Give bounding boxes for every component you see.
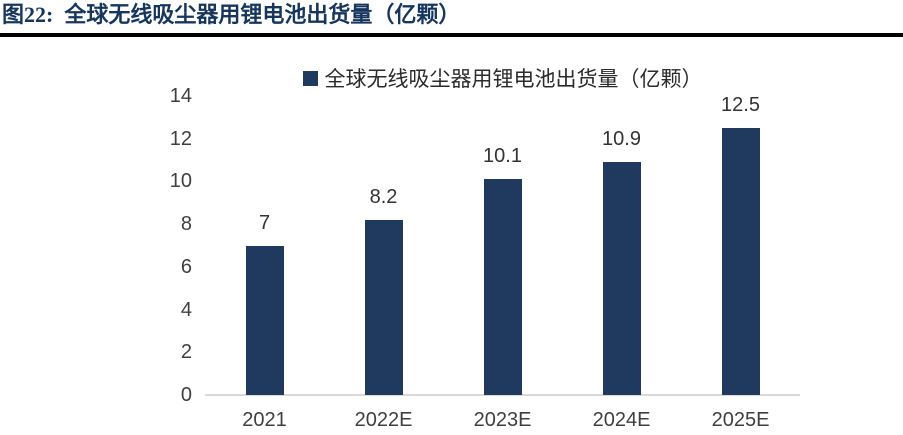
x-axis-line bbox=[205, 394, 800, 396]
chart-legend: 全球无线吸尘器用锂电池出货量（亿颗） bbox=[205, 63, 800, 93]
bar-value-label: 10.9 bbox=[602, 128, 641, 151]
y-axis-tick-label: 12 bbox=[169, 127, 192, 150]
bar-2024E bbox=[602, 162, 641, 395]
y-axis-tick-label: 6 bbox=[180, 255, 192, 278]
bar-value-label: 7 bbox=[258, 211, 271, 234]
y-axis-tick-label: 14 bbox=[169, 85, 192, 107]
bar-2022E bbox=[364, 219, 403, 395]
bar-value-label: 12.5 bbox=[721, 94, 760, 117]
figure-title: 图22: 全球无线吸尘器用锂电池出货量（亿颗） bbox=[2, 2, 461, 27]
x-axis-tick-label: 2022E bbox=[354, 409, 413, 431]
y-axis-tick-label: 0 bbox=[180, 384, 192, 406]
bar-value-label: 10.1 bbox=[483, 145, 522, 168]
y-axis-tick-label: 10 bbox=[169, 170, 192, 193]
x-axis-tick-label: 2023E bbox=[473, 409, 532, 431]
bar-2025E bbox=[721, 128, 760, 395]
x-axis-tick-label: 2021 bbox=[242, 409, 287, 431]
bar-2023E bbox=[483, 179, 522, 395]
bar-value-label: 8.2 bbox=[369, 185, 398, 208]
y-axis-tick-label: 4 bbox=[180, 298, 192, 321]
y-axis-tick-label: 2 bbox=[180, 341, 192, 364]
legend-series-label: 全球无线吸尘器用锂电池出货量（亿颗） bbox=[324, 67, 703, 91]
x-axis-tick-label: 2024E bbox=[592, 409, 651, 431]
y-axis-tick-label: 8 bbox=[180, 213, 192, 236]
x-axis-tick-label: 2025E bbox=[711, 409, 770, 431]
title-separator-line bbox=[0, 33, 903, 37]
legend-series-marker-icon bbox=[302, 70, 318, 86]
bar-2021 bbox=[245, 245, 284, 395]
